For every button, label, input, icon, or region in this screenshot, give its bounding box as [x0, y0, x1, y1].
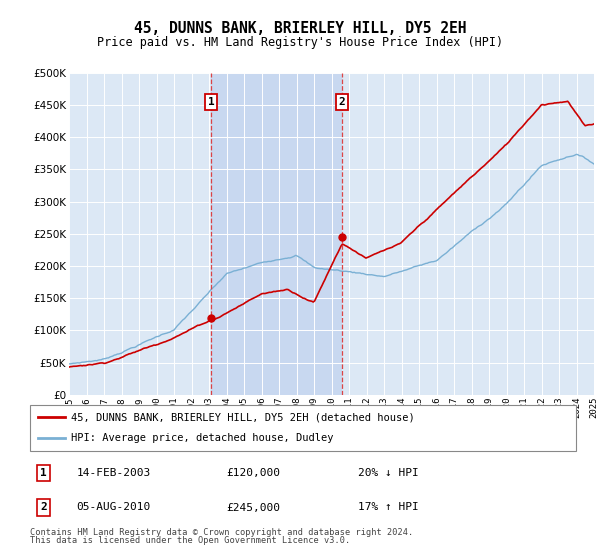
Text: Price paid vs. HM Land Registry's House Price Index (HPI): Price paid vs. HM Land Registry's House …: [97, 36, 503, 49]
Text: £120,000: £120,000: [227, 468, 281, 478]
Text: 45, DUNNS BANK, BRIERLEY HILL, DY5 2EH: 45, DUNNS BANK, BRIERLEY HILL, DY5 2EH: [134, 21, 466, 36]
Text: 05-AUG-2010: 05-AUG-2010: [76, 502, 151, 512]
Text: 14-FEB-2003: 14-FEB-2003: [76, 468, 151, 478]
Text: £245,000: £245,000: [227, 502, 281, 512]
Bar: [211, 73, 342, 395]
Text: 17% ↑ HPI: 17% ↑ HPI: [358, 502, 418, 512]
Text: 1: 1: [40, 468, 47, 478]
Text: Contains HM Land Registry data © Crown copyright and database right 2024.: Contains HM Land Registry data © Crown c…: [30, 528, 413, 536]
FancyBboxPatch shape: [30, 405, 576, 451]
Text: This data is licensed under the Open Government Licence v3.0.: This data is licensed under the Open Gov…: [30, 536, 350, 545]
Text: 2: 2: [40, 502, 47, 512]
Text: HPI: Average price, detached house, Dudley: HPI: Average price, detached house, Dudl…: [71, 433, 334, 444]
Text: 1: 1: [208, 97, 214, 107]
Text: 2: 2: [338, 97, 346, 107]
Text: 45, DUNNS BANK, BRIERLEY HILL, DY5 2EH (detached house): 45, DUNNS BANK, BRIERLEY HILL, DY5 2EH (…: [71, 412, 415, 422]
Text: 20% ↓ HPI: 20% ↓ HPI: [358, 468, 418, 478]
